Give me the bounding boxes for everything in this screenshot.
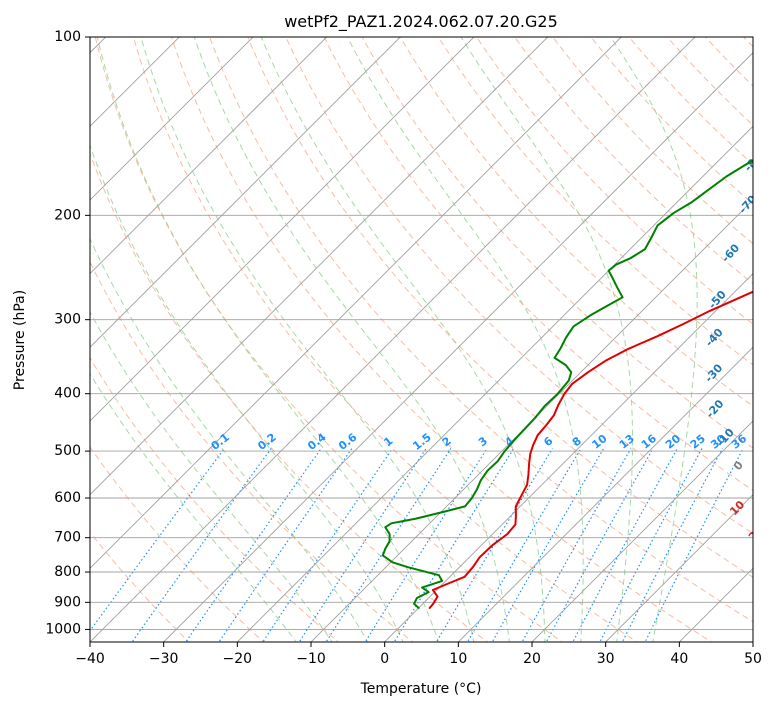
- y-tick-label: 200: [54, 207, 81, 223]
- isotherms: [90, 37, 753, 642]
- isotherm-line: [383, 273, 753, 642]
- y-axis-ticks: 100 200 300 400 500 600 700 800 900 1000: [45, 29, 90, 637]
- y-tick-label: 100: [54, 29, 81, 45]
- mixing-ratio-line: [621, 448, 723, 642]
- x-tick-label: −40: [75, 651, 105, 667]
- isotherm-line: [531, 420, 753, 642]
- dewpoint-profile-line: [381, 159, 753, 609]
- temperature-profile-line: [428, 290, 753, 609]
- isotherm-line: [604, 493, 753, 642]
- isotherm-line: [236, 125, 753, 642]
- x-axis-ticks: −40 −30 −20 −10 0 10 20 30 40 50: [75, 642, 762, 667]
- isotherm-line: [90, 37, 475, 422]
- x-tick-label: 20: [523, 651, 541, 667]
- x-tick-label: 30: [597, 651, 615, 667]
- isotherm-line: [90, 37, 696, 642]
- sounding-profiles: [381, 159, 753, 609]
- y-tick-label: 400: [54, 386, 81, 402]
- y-tick-label: 700: [54, 530, 81, 546]
- dry-adiabat-line: [90, 152, 489, 642]
- mixing-ratio-line: [545, 448, 654, 642]
- moist-adiabat-label: -80: [742, 150, 765, 174]
- isotherm-line: [162, 52, 753, 642]
- mixing-ratio-line: [298, 448, 427, 642]
- dry-adiabat-label: 20: [746, 523, 766, 543]
- mixing-ratio-line: [364, 448, 488, 642]
- y-tick-label: 800: [54, 564, 81, 580]
- mixing-ratio-line: [466, 448, 582, 642]
- x-tick-label: 0: [380, 651, 389, 667]
- y-tick-label: 600: [54, 490, 81, 506]
- isotherm-line: [90, 37, 401, 348]
- chart-title: wetPf2_PAZ1.2024.062.07.20.G25: [284, 12, 558, 32]
- x-tick-label: −10: [296, 651, 326, 667]
- x-tick-label: 50: [744, 651, 762, 667]
- isotherm-line: [90, 37, 328, 275]
- mixing-ratio-line: [262, 448, 393, 642]
- x-axis-label: Temperature (°C): [360, 681, 482, 697]
- y-tick-label: 900: [54, 594, 81, 610]
- y-axis-label: Pressure (hPa): [12, 290, 28, 390]
- x-tick-label: 10: [449, 651, 467, 667]
- mixing-ratio-line: [131, 448, 272, 642]
- mixing-ratio-line: [185, 448, 322, 642]
- x-tick-label: −30: [149, 651, 179, 667]
- mixing-ratio-line: [435, 448, 554, 642]
- dry-adiabat-line: [90, 260, 414, 642]
- y-tick-label: 500: [54, 443, 81, 459]
- dry-adiabat-line: [476, 37, 753, 325]
- isotherm-line: [310, 199, 753, 642]
- isotherm-line: [90, 37, 254, 201]
- plot-frame: [89, 36, 754, 643]
- mixing-ratio-line: [393, 448, 515, 642]
- mixing-ratio-line: [521, 448, 632, 642]
- isotherm-line: [457, 346, 753, 642]
- y-tick-label: 300: [54, 312, 81, 328]
- moist-adiabat-label: -90: [750, 102, 773, 126]
- moist-adiabat-line: [90, 144, 404, 642]
- x-tick-label: −20: [223, 651, 253, 667]
- pressure-gridlines: [90, 37, 753, 630]
- isotherm-line: [90, 37, 622, 569]
- mixing-ratio-line: [218, 448, 353, 642]
- isotherm-line: [90, 37, 549, 496]
- dry-adiabat-line: [514, 37, 753, 285]
- moist-adiabat-line: [90, 237, 369, 642]
- y-tick-label: 1000: [45, 621, 81, 637]
- x-tick-label: 40: [670, 651, 688, 667]
- mixing-ratio-line: [325, 448, 452, 642]
